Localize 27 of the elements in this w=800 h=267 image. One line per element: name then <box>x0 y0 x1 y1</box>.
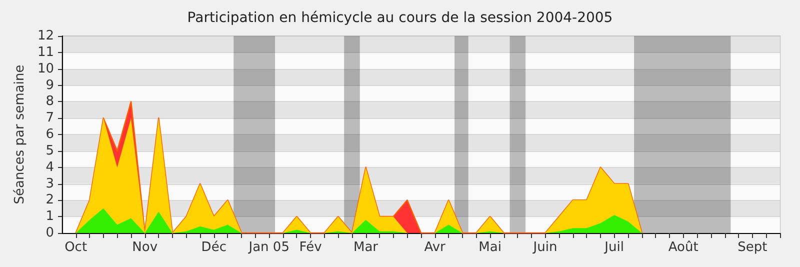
x-tick-label: Août <box>668 240 698 255</box>
x-tick-label: Oct <box>64 240 88 255</box>
y-tick-label: 6 <box>46 127 54 142</box>
y-tick-label: 10 <box>37 61 54 76</box>
y-tick-label: 11 <box>37 44 54 60</box>
y-tick-label: 1 <box>46 209 54 224</box>
x-tick-label: Fév <box>299 240 322 255</box>
y-tick-label: 5 <box>46 143 54 158</box>
y-tick-label: 12 <box>37 28 54 44</box>
y-tick-label: 7 <box>46 110 54 126</box>
x-tick-label: Nov <box>132 240 158 255</box>
y-axis-title: Séances par semaine <box>12 64 28 204</box>
chart-title: Participation en hémicycle au cours de la session 2004-2005 <box>187 10 613 26</box>
y-tick-label: 8 <box>46 94 54 110</box>
x-tick-label: Avr <box>424 240 446 255</box>
x-tick-label: Jan 05 <box>248 240 290 255</box>
x-tick-label: Mai <box>478 240 502 255</box>
x-tick-label: Juin <box>532 240 558 255</box>
x-tick-label: Juil <box>604 240 624 255</box>
y-tick-label: 0 <box>46 226 54 240</box>
x-tick-label: Déc <box>201 240 226 255</box>
x-tick-label: Mar <box>354 240 379 255</box>
x-tick-label: Sept <box>738 240 768 255</box>
y-tick-label: 2 <box>46 192 54 208</box>
y-tick-label: 4 <box>46 160 54 175</box>
y-tick-label: 3 <box>46 176 54 192</box>
y-tick-label: 9 <box>46 78 54 93</box>
